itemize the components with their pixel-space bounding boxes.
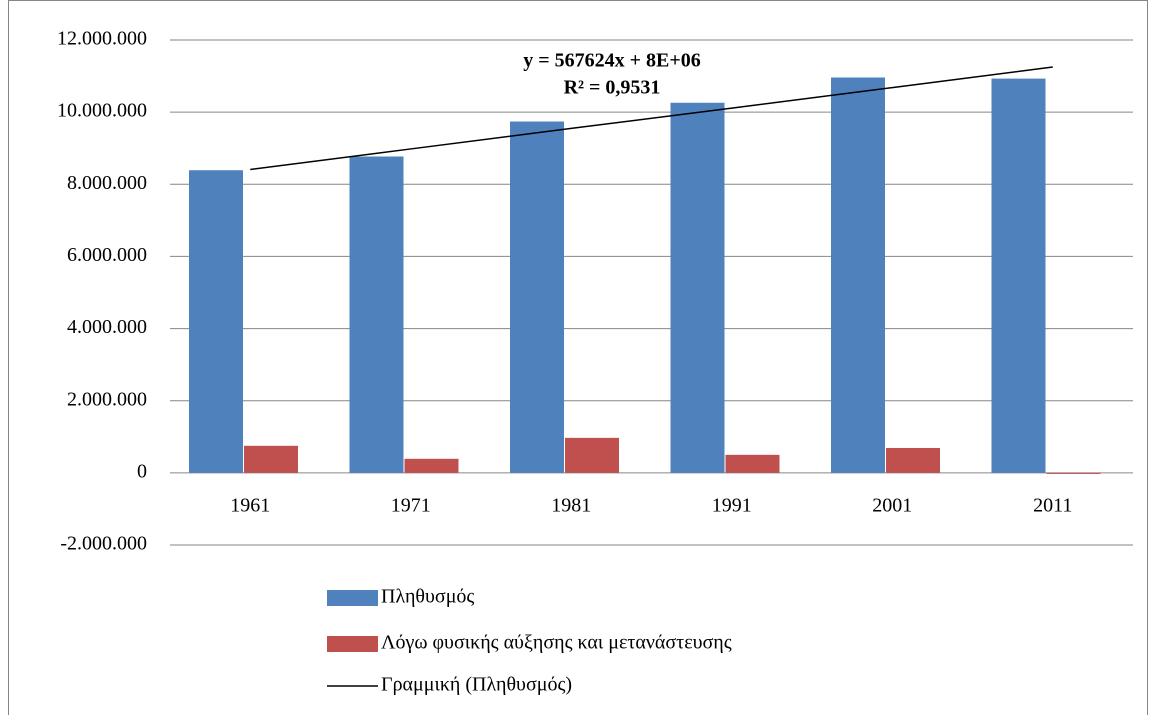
bar xyxy=(565,437,619,473)
legend-label: Γραμμική (Πληθυσμός) xyxy=(381,674,572,696)
y-tick-label: 4.000.000 xyxy=(67,316,147,338)
chart-frame xyxy=(8,0,1148,715)
legend-swatch xyxy=(327,636,378,652)
y-tick-label: 12.000.000 xyxy=(57,28,147,50)
bar xyxy=(244,445,298,473)
y-tick-label: 6.000.000 xyxy=(67,244,147,266)
x-tick-label: 1961 xyxy=(230,495,270,517)
bar xyxy=(831,77,885,473)
bar xyxy=(725,454,780,473)
y-tick-label: 2.000.000 xyxy=(67,388,147,410)
x-tick-label: 1991 xyxy=(712,495,752,517)
x-tick-label: 1981 xyxy=(551,495,591,517)
x-tick-label: 1971 xyxy=(391,495,431,517)
bar xyxy=(404,458,459,473)
bar xyxy=(991,78,1046,473)
bar xyxy=(670,102,725,473)
trend-equation: y = 567624x + 8E+06 xyxy=(523,50,701,72)
legend-label: Λόγω φυσικής αύξησης και μετανάστευσης xyxy=(381,632,732,654)
legend-label: Πληθυσμός xyxy=(381,586,474,608)
y-tick-label: 0 xyxy=(137,460,147,482)
bar xyxy=(189,170,243,473)
trend-line xyxy=(250,66,1053,171)
y-tick-label: 8.000.000 xyxy=(67,172,147,194)
legend-swatch xyxy=(327,590,378,606)
bar xyxy=(886,447,940,473)
y-tick-label: -2.000.000 xyxy=(60,533,147,555)
x-tick-label: 2011 xyxy=(1033,495,1072,517)
y-tick-label: 10.000.000 xyxy=(57,100,147,122)
x-tick-label: 2001 xyxy=(872,495,912,517)
trend-r-squared: R² = 0,9531 xyxy=(564,77,661,99)
bar xyxy=(1046,472,1101,474)
bar xyxy=(510,121,564,473)
bar xyxy=(349,156,404,473)
